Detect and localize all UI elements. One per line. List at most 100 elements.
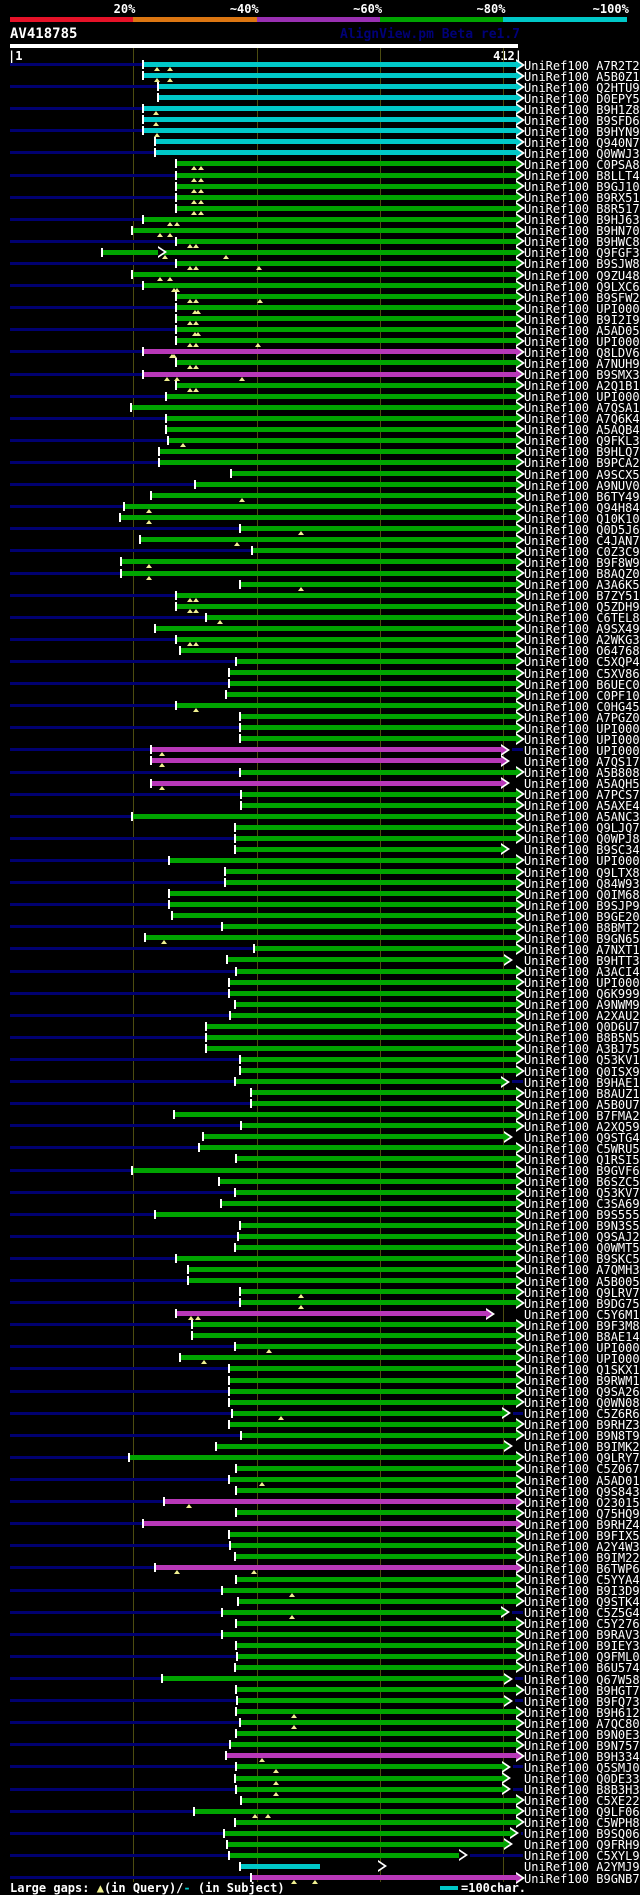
subject-label[interactable]: UniRef100_Q0D5J6: [524, 522, 640, 536]
subject-label[interactable]: UniRef100_B9F8W9: [524, 555, 640, 569]
hsp-bar[interactable]: [227, 1753, 517, 1759]
hsp-bar[interactable]: [236, 1687, 517, 1693]
subject-label[interactable]: UniRef100_B8LLT4: [524, 169, 640, 183]
subject-label[interactable]: UniRef100_A5AD05: [524, 323, 640, 337]
subject-label[interactable]: UniRef100_B8BMT2: [524, 920, 640, 934]
hsp-bar[interactable]: [207, 1034, 517, 1040]
hsp-bar[interactable]: [176, 205, 517, 211]
hsp-bar[interactable]: [228, 1841, 505, 1847]
hsp-bar[interactable]: [124, 504, 517, 510]
subject-label[interactable]: UniRef100_Q9S843: [524, 1484, 640, 1498]
subject-label[interactable]: UniRef100_C5Z6R6: [524, 1407, 640, 1421]
subject-label[interactable]: UniRef100_Q9SAJ2: [524, 1230, 640, 1244]
subject-label[interactable]: UniRef100_Q5ZDH9: [524, 600, 640, 614]
hsp-bar[interactable]: [144, 73, 517, 79]
hsp-bar[interactable]: [166, 415, 517, 421]
subject-label[interactable]: UniRef100_B9GN65: [524, 931, 640, 945]
hsp-bar[interactable]: [229, 1852, 461, 1858]
hsp-bar[interactable]: [236, 658, 517, 664]
hsp-bar[interactable]: [235, 1244, 517, 1250]
hsp-bar[interactable]: [181, 647, 517, 653]
subject-label[interactable]: UniRef100_A9SX49: [524, 622, 640, 636]
hsp-bar[interactable]: [172, 913, 517, 919]
hsp-bar[interactable]: [151, 780, 503, 786]
subject-label[interactable]: UniRef100_Q9STG4: [524, 1130, 640, 1144]
hsp-bar[interactable]: [207, 1045, 517, 1051]
subject-label[interactable]: UniRef100_B9SJW8: [524, 257, 640, 271]
hsp-bar[interactable]: [236, 1642, 517, 1648]
hsp-bar[interactable]: [240, 769, 517, 775]
hsp-bar[interactable]: [240, 1056, 517, 1062]
hsp-bar[interactable]: [227, 692, 517, 698]
subject-label[interactable]: UniRef100_C5Z5G4: [524, 1606, 640, 1620]
subject-label[interactable]: UniRef100_O23015: [524, 1495, 640, 1509]
hsp-bar[interactable]: [176, 172, 517, 178]
hsp-bar[interactable]: [170, 857, 517, 863]
subject-label[interactable]: UniRef100_A5B808: [524, 766, 640, 780]
subject-label[interactable]: UniRef100_B9HJ63: [524, 213, 640, 227]
hsp-bar[interactable]: [160, 459, 517, 465]
hsp-bar[interactable]: [236, 1576, 517, 1582]
hsp-bar[interactable]: [240, 581, 517, 587]
subject-label[interactable]: UniRef100_C5WRU5: [524, 1141, 640, 1155]
hsp-bar[interactable]: [192, 1333, 517, 1339]
subject-label[interactable]: UniRef100_B9H1Z8: [524, 102, 640, 116]
subject-label[interactable]: UniRef100_B9N8T9: [524, 1429, 640, 1443]
hsp-bar[interactable]: [176, 636, 517, 642]
hsp-bar[interactable]: [176, 603, 517, 609]
subject-label[interactable]: UniRef100_UPI000..: [524, 1340, 640, 1354]
subject-label[interactable]: UniRef100_A5B0U7: [524, 1097, 640, 1111]
hsp-bar[interactable]: [229, 1377, 517, 1383]
subject-label[interactable]: UniRef100_B9HWC8: [524, 235, 640, 249]
subject-label[interactable]: UniRef100_A7QS17: [524, 754, 640, 768]
hsp-bar[interactable]: [151, 747, 503, 753]
subject-label[interactable]: UniRef100_UPI000..: [524, 390, 640, 404]
hsp-bar[interactable]: [240, 1289, 517, 1295]
hsp-bar[interactable]: [229, 681, 517, 687]
subject-label[interactable]: UniRef100_Q0WMT5: [524, 1241, 640, 1255]
subject-label[interactable]: UniRef100_Q2HTU9: [524, 80, 640, 94]
subject-label[interactable]: UniRef100_B9HTT3: [524, 953, 640, 967]
subject-label[interactable]: UniRef100_Q53KV7: [524, 1186, 640, 1200]
subject-label[interactable]: UniRef100_A7Q6K4: [524, 412, 640, 426]
hsp-bar[interactable]: [240, 526, 517, 532]
hsp-bar[interactable]: [181, 1355, 517, 1361]
hsp-bar[interactable]: [188, 1266, 517, 1272]
subject-label[interactable]: UniRef100_C3SA69: [524, 1197, 640, 1211]
subject-label[interactable]: UniRef100_C5Y6M1: [524, 1307, 640, 1321]
hsp-bar[interactable]: [140, 537, 517, 543]
hsp-bar[interactable]: [239, 1598, 517, 1604]
subject-label[interactable]: UniRef100_B9SFD6: [524, 113, 640, 127]
subject-label[interactable]: UniRef100_Q9LRV7: [524, 1285, 640, 1299]
subject-label[interactable]: UniRef100_B9HN70: [524, 224, 640, 238]
subject-label[interactable]: UniRef100_C4JAN7: [524, 533, 640, 547]
subject-label[interactable]: UniRef100_B9RAV3: [524, 1628, 640, 1642]
subject-label[interactable]: UniRef100_Q9FKL3: [524, 434, 640, 448]
hsp-bar[interactable]: [240, 1300, 517, 1306]
hsp-bar[interactable]: [155, 625, 517, 631]
hsp-bar[interactable]: [228, 957, 505, 963]
hsp-bar[interactable]: [170, 902, 517, 908]
hsp-bar[interactable]: [241, 1123, 517, 1129]
hsp-bar[interactable]: [235, 1079, 503, 1085]
hsp-bar[interactable]: [133, 227, 517, 233]
hsp-bar[interactable]: [196, 482, 517, 488]
subject-label[interactable]: UniRef100_B9I2I9: [524, 312, 640, 326]
hsp-bar[interactable]: [251, 1090, 517, 1096]
subject-label[interactable]: UniRef100_B9FIX5: [524, 1528, 640, 1542]
hsp-bar[interactable]: [175, 1112, 517, 1118]
subject-label[interactable]: UniRef100_A3BJ75: [524, 1042, 640, 1056]
subject-label[interactable]: UniRef100_B6TY49: [524, 489, 640, 503]
subject-label[interactable]: UniRef100_A5AXE4: [524, 799, 640, 813]
subject-label[interactable]: UniRef100_B9GE20: [524, 909, 640, 923]
subject-label[interactable]: UniRef100_B9RHZ3: [524, 1418, 640, 1432]
subject-label[interactable]: UniRef100_A7QMH3: [524, 1263, 640, 1277]
hsp-bar[interactable]: [155, 1211, 517, 1217]
subject-label[interactable]: UniRef100_B9HAE1: [524, 1075, 640, 1089]
hsp-bar[interactable]: [188, 1278, 517, 1284]
hsp-bar[interactable]: [236, 1156, 517, 1162]
hsp-bar[interactable]: [236, 1620, 517, 1626]
subject-label[interactable]: UniRef100_A7NUH9: [524, 356, 640, 370]
hsp-bar[interactable]: [176, 1311, 488, 1317]
subject-label[interactable]: UniRef100_B9RWM1: [524, 1374, 640, 1388]
